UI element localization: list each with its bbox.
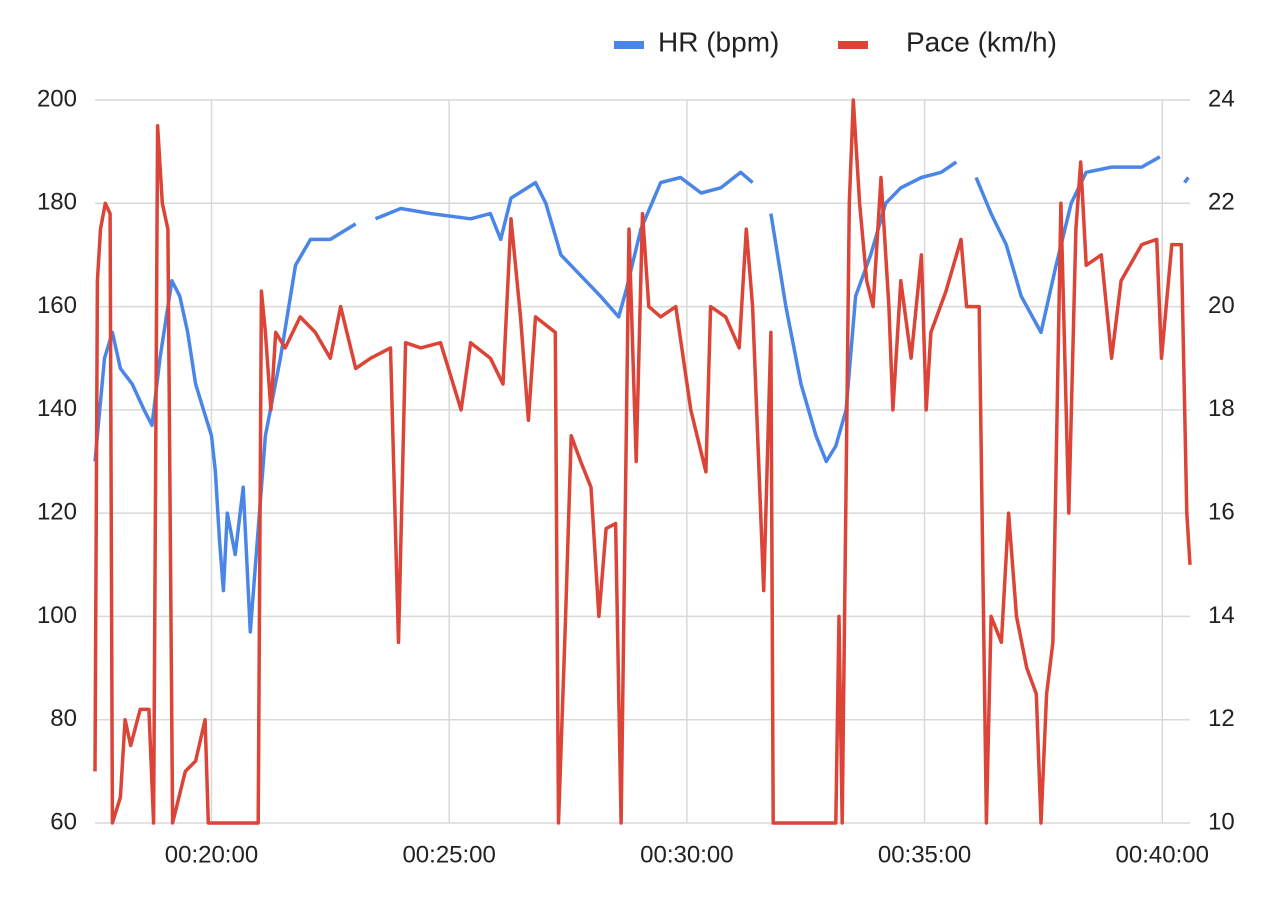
y2-tick-label: 10 [1208,808,1235,835]
x-tick-label: 00:35:00 [878,841,971,868]
y-tick-label: 80 [50,705,77,732]
y-tick-label: 160 [37,292,77,319]
x-tick-label: 00:25:00 [402,841,495,868]
legend-label: HR (bpm) [658,26,779,57]
y-tick-label: 180 [37,189,77,216]
x-tick-label: 00:20:00 [165,841,258,868]
y-tick-label: 60 [50,808,77,835]
y2-tick-label: 14 [1208,602,1235,629]
y-tick-label: 120 [37,498,77,525]
y2-tick-label: 24 [1208,85,1235,112]
y2-tick-label: 20 [1208,292,1235,319]
y2-tick-label: 18 [1208,395,1235,422]
y2-tick-label: 22 [1208,189,1235,216]
y2-tick-label: 16 [1208,498,1235,525]
y2-tick-label: 12 [1208,705,1235,732]
series-line [93,155,1190,634]
legend-swatch [838,41,868,49]
y-tick-label: 140 [37,395,77,422]
legend-swatch [614,41,644,49]
series-line [93,98,1192,825]
y-tick-label: 200 [37,85,77,112]
legend-label: Pace (km/h) [906,26,1057,57]
x-tick-label: 00:40:00 [1116,841,1209,868]
x-tick-label: 00:30:00 [640,841,733,868]
y-tick-label: 100 [37,602,77,629]
